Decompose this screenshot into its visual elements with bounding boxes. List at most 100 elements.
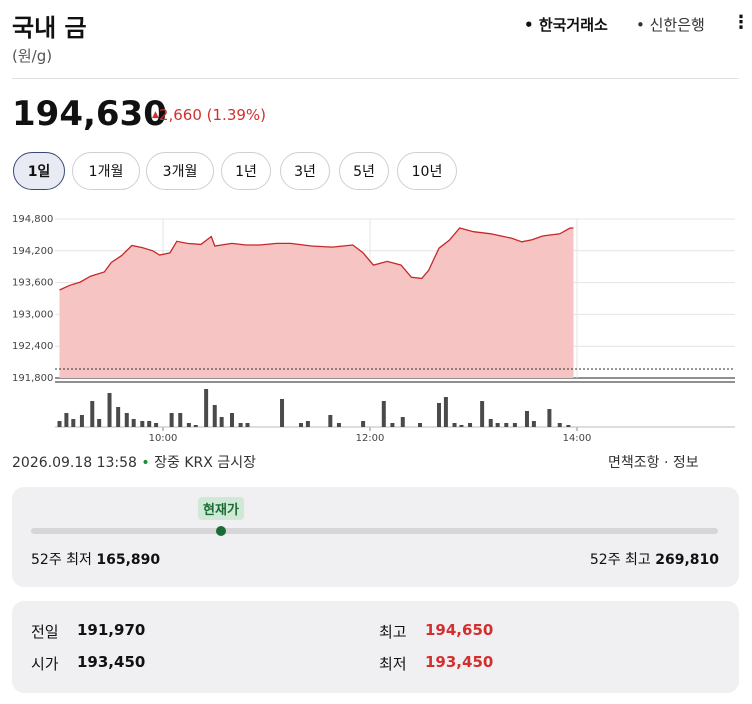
volume-bar xyxy=(124,413,129,427)
y-tick-label: 193,000 xyxy=(12,309,53,320)
high-value: 269,810 xyxy=(655,552,719,568)
link[interactable]: 정보 xyxy=(672,455,699,471)
volume-bar xyxy=(488,419,493,427)
info-label: 시가 xyxy=(31,655,59,673)
volume-bar xyxy=(557,423,562,427)
volume-bar xyxy=(147,421,152,427)
period-button[interactable]: 5년 xyxy=(339,152,389,190)
period-button[interactable]: 1개월 xyxy=(72,152,140,190)
volume-bar xyxy=(299,423,303,427)
period-button[interactable]: 3년 xyxy=(280,152,330,190)
volume-bar xyxy=(443,397,448,427)
change: ▲2,660 (1.39%) xyxy=(152,106,267,124)
volume-bar xyxy=(381,401,386,427)
volume-bar xyxy=(566,425,571,427)
change-pct: (1.39%) xyxy=(206,106,267,124)
volume-bar xyxy=(390,423,395,427)
session: 장중 xyxy=(154,455,180,471)
source-label: 신한은행 xyxy=(649,16,705,34)
unit: (원/g) xyxy=(12,47,53,65)
volume-bar xyxy=(452,423,457,427)
volume-bar xyxy=(57,421,62,427)
price-area xyxy=(59,228,574,378)
volume-bar xyxy=(400,417,405,427)
period-button[interactable]: 10년 xyxy=(397,152,457,190)
price-line xyxy=(59,227,574,291)
y-tick-label: 191,800 xyxy=(12,373,53,384)
y-tick-label: 194,200 xyxy=(12,246,53,257)
datetime: 2026.09.18 13:58 xyxy=(12,455,137,471)
x-tick-label: 12:00 xyxy=(356,433,385,444)
volume-bar xyxy=(79,415,84,427)
volume-bar xyxy=(305,421,310,427)
chart: 194,800 194,200 193,600 193,000 192,400 191,8… xyxy=(12,214,735,444)
source-tab[interactable]: • 한국거래소 xyxy=(524,16,608,34)
y-tick-label: 192,400 xyxy=(12,341,53,352)
volume-bar xyxy=(524,411,529,427)
price: 194,630 xyxy=(12,94,167,134)
volume-bar xyxy=(186,423,191,427)
volume-bar xyxy=(230,413,234,427)
volume-bar xyxy=(437,403,441,427)
volume-bar xyxy=(238,423,243,427)
info-label: 최고 xyxy=(379,623,407,641)
volume-bar xyxy=(459,425,464,427)
range-card: 현재가 52주 최저 165,890 52주 최고 269,810 xyxy=(12,487,739,587)
title: 국내 금 xyxy=(12,14,87,42)
period-button[interactable]: 3개월 xyxy=(146,152,214,190)
volume-bar xyxy=(468,423,473,427)
low-value: 165,890 xyxy=(96,552,161,568)
volume-bar xyxy=(107,393,112,427)
volume-bar xyxy=(219,417,224,427)
x-tick-label: 10:00 xyxy=(149,433,178,444)
volume-bar xyxy=(154,423,159,427)
volume-bar xyxy=(169,413,174,427)
high-label: 52주 최고 xyxy=(589,552,651,568)
info-value: 194,650 xyxy=(425,621,494,639)
volume-bar xyxy=(116,407,121,427)
volume-bar xyxy=(495,423,500,427)
volume-bar xyxy=(245,423,250,427)
change-value: 2,660 xyxy=(158,106,202,124)
volume-bar xyxy=(193,425,198,427)
link[interactable]: 면책조항 xyxy=(608,455,660,471)
volume-bar xyxy=(204,389,209,427)
market: KRX 금시장 xyxy=(184,455,256,471)
volume-bar xyxy=(336,423,341,427)
volume-bar xyxy=(212,405,217,427)
info-value: 191,970 xyxy=(77,621,146,639)
source-label: 한국거래소 xyxy=(538,16,608,34)
low-label: 52주 최저 xyxy=(31,552,92,568)
volume-bar xyxy=(531,421,536,427)
volume-bar xyxy=(361,421,366,427)
volume-bar xyxy=(97,419,102,427)
volume-bar xyxy=(280,399,285,427)
info-card: 전일 191,970 최고 194,650 시가 193,450 최저 193,450 xyxy=(12,601,739,693)
y-tick-label: 194,800 xyxy=(12,214,53,225)
volume-bar xyxy=(64,413,69,427)
volume-bar xyxy=(71,419,76,427)
volume-bar xyxy=(512,423,517,427)
status: 2026.09.18 13:58 • 장중 KRX 금시장 xyxy=(12,455,256,471)
current-label: 현재가 xyxy=(198,497,244,520)
current-marker xyxy=(215,526,226,536)
y-tick-label: 193,600 xyxy=(12,278,53,289)
volume-bar xyxy=(547,409,552,427)
period-button[interactable]: 1일 xyxy=(13,152,65,190)
menu-button[interactable]: ⋮ xyxy=(732,12,750,33)
period-button[interactable]: 1년 xyxy=(221,152,271,190)
source-tab[interactable]: • 신한은행 xyxy=(636,16,705,34)
volume-bar xyxy=(328,415,333,427)
links: 면책조항 · 정보 xyxy=(608,455,699,471)
info-value: 193,450 xyxy=(425,653,494,671)
volume-bar xyxy=(504,423,509,427)
volume-bar xyxy=(90,401,95,427)
info-label: 전일 xyxy=(31,623,59,641)
volume-bar xyxy=(131,419,136,427)
volume-bar xyxy=(418,423,423,427)
divider xyxy=(12,78,739,79)
volume-bar xyxy=(178,413,183,427)
volume-bar xyxy=(140,421,145,427)
volume-bar xyxy=(480,401,485,427)
